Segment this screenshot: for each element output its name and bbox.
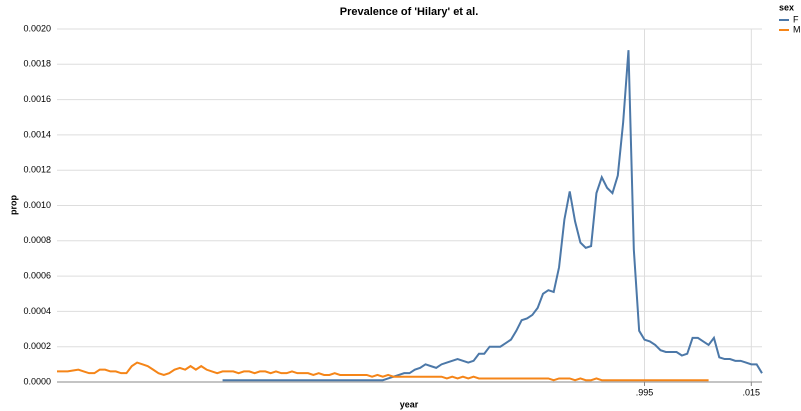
chart-title: Prevalence of 'Hilary' et al. [340,6,479,18]
y-tick-label: 0.0002 [23,341,51,351]
y-tick-label: 0.0004 [23,306,51,316]
legend-title: sex [779,2,794,12]
y-tick-label: 0.0012 [23,165,51,175]
legend-label: M [793,24,801,34]
y-tick-label: 0.0006 [23,270,51,280]
series-line [222,50,763,382]
y-tick-label: 0.0014 [23,129,51,139]
legend-label: F [793,14,799,24]
y-tick-label: 0.0010 [23,200,51,210]
y-tick-label: 0.0000 [23,376,51,386]
y-tick-label: 0.0008 [23,235,51,245]
y-tick-label: 0.0020 [23,23,51,33]
y-tick-label: 0.0018 [23,59,51,69]
x-axis-title: year [400,399,419,409]
x-tick-label: .995 [636,387,654,397]
y-tick-label: 0.0016 [23,94,51,104]
y-axis-title: prop [8,195,18,215]
series-line [57,361,709,382]
x-tick-label: .015 [743,387,761,397]
